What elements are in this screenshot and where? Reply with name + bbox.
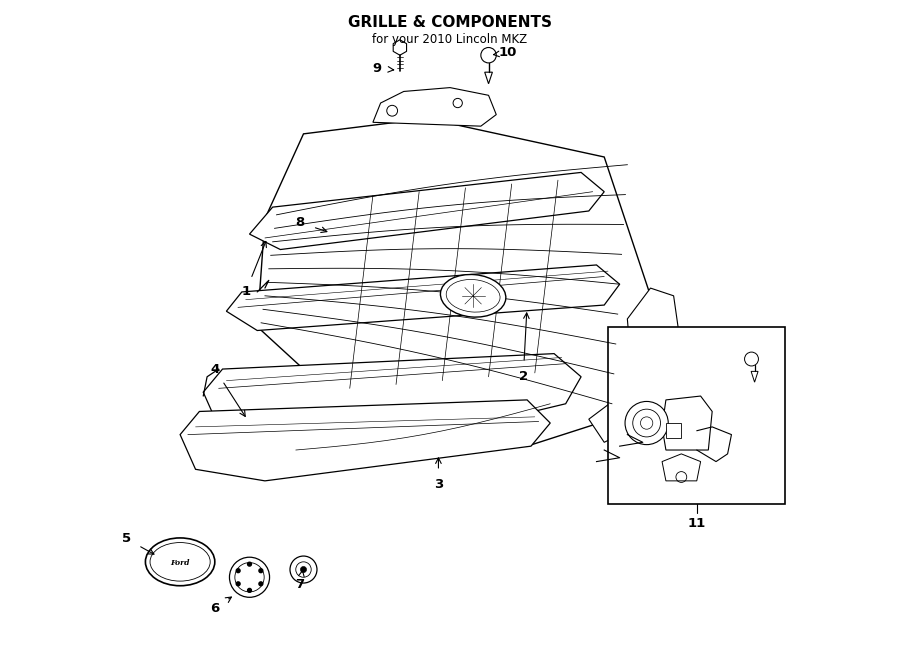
Polygon shape xyxy=(227,265,619,330)
Circle shape xyxy=(641,417,652,429)
Ellipse shape xyxy=(446,280,500,312)
Polygon shape xyxy=(257,118,658,446)
Text: 7: 7 xyxy=(295,578,304,592)
Text: 9: 9 xyxy=(373,62,382,75)
Circle shape xyxy=(248,588,251,592)
Text: GRILLE & COMPONENTS: GRILLE & COMPONENTS xyxy=(348,15,552,30)
Text: 1: 1 xyxy=(241,286,250,299)
Ellipse shape xyxy=(150,543,211,581)
Text: 10: 10 xyxy=(499,46,517,59)
Text: for your 2010 Lincoln MKZ: for your 2010 Lincoln MKZ xyxy=(373,33,527,46)
Circle shape xyxy=(248,563,251,566)
Circle shape xyxy=(633,409,661,437)
Polygon shape xyxy=(589,396,643,442)
Polygon shape xyxy=(203,354,581,454)
Ellipse shape xyxy=(290,556,317,583)
Circle shape xyxy=(625,401,668,445)
Text: 3: 3 xyxy=(434,478,443,491)
Polygon shape xyxy=(627,288,681,411)
Text: 4: 4 xyxy=(211,362,220,375)
Text: 8: 8 xyxy=(295,216,304,229)
Polygon shape xyxy=(666,423,681,438)
Circle shape xyxy=(744,352,759,366)
Polygon shape xyxy=(752,371,758,382)
Text: Ford: Ford xyxy=(170,559,190,567)
Ellipse shape xyxy=(230,557,270,598)
Text: 6: 6 xyxy=(211,602,220,615)
Text: 11: 11 xyxy=(688,517,706,529)
Circle shape xyxy=(236,582,240,586)
Ellipse shape xyxy=(301,566,307,572)
Bar xyxy=(608,327,786,504)
Circle shape xyxy=(481,48,496,63)
Circle shape xyxy=(259,568,263,572)
Circle shape xyxy=(259,582,263,586)
Polygon shape xyxy=(662,454,700,481)
Polygon shape xyxy=(180,400,550,481)
Polygon shape xyxy=(485,72,492,84)
Ellipse shape xyxy=(146,538,215,586)
Ellipse shape xyxy=(235,563,265,592)
Ellipse shape xyxy=(296,562,311,577)
Polygon shape xyxy=(662,396,712,450)
Text: 5: 5 xyxy=(122,532,130,545)
Polygon shape xyxy=(373,88,496,126)
Circle shape xyxy=(236,568,240,572)
Text: 2: 2 xyxy=(518,370,527,383)
Ellipse shape xyxy=(440,274,506,317)
Polygon shape xyxy=(249,173,604,250)
